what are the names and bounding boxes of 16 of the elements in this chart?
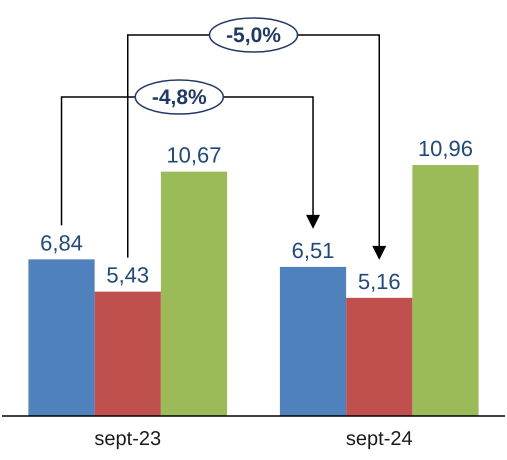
x-tick-label: sept-23 [94, 428, 162, 450]
text: -4,8% [152, 86, 208, 109]
bar [160, 172, 228, 416]
bar [280, 266, 346, 416]
data-label: 5,43 [106, 262, 150, 288]
text: -5,0% [226, 24, 282, 47]
data-label: 10,96 [418, 136, 474, 161]
data-label: 10,67 [166, 142, 222, 168]
bar [28, 259, 95, 416]
data-label: 6,51 [292, 238, 334, 263]
bar [94, 292, 161, 416]
bar [346, 298, 412, 416]
x-tick-label: sept-24 [346, 428, 413, 450]
data-label: 6,84 [40, 230, 83, 256]
data-label: 5,16 [358, 268, 401, 294]
bar [412, 165, 479, 416]
